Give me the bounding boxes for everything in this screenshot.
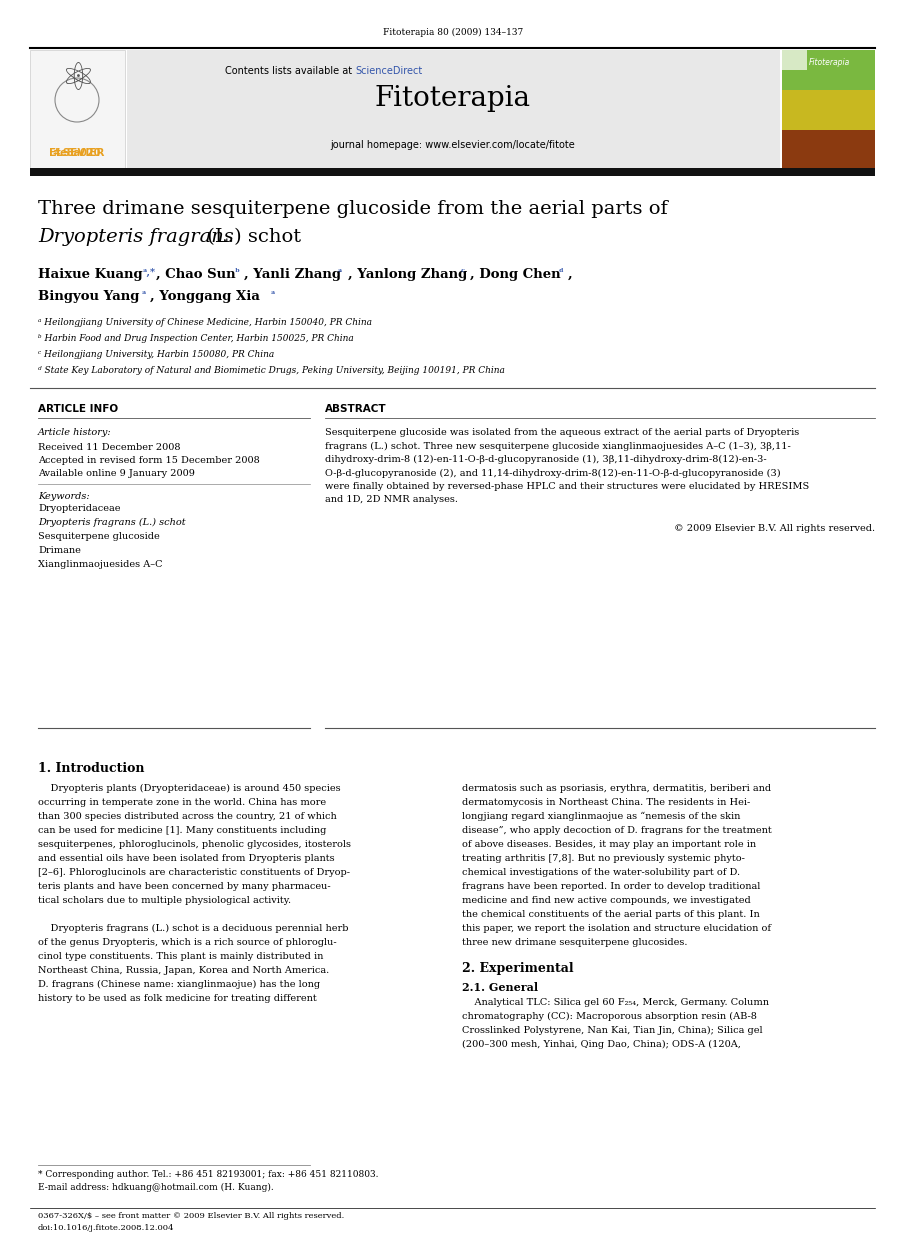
Text: than 300 species distributed across the country, 21 of which: than 300 species distributed across the … [38,811,336,821]
Text: cinol type constituents. This plant is mainly distributed in: cinol type constituents. This plant is m… [38,952,324,961]
Text: three new drimane sesquiterpene glucosides.: three new drimane sesquiterpene glucosid… [462,938,688,948]
Text: the chemical constituents of the aerial parts of this plant. In: the chemical constituents of the aerial … [462,910,760,919]
Text: longjiang regard xianglinmaojue as “nemesis of the skin: longjiang regard xianglinmaojue as “neme… [462,811,740,821]
Text: ARTICLE INFO: ARTICLE INFO [38,404,118,414]
Text: Dryopteris fragrans (L.) schot is a deciduous perennial herb: Dryopteris fragrans (L.) schot is a deci… [38,924,348,933]
Text: [2–6]. Phloroglucinols are characteristic constituents of Dryop-: [2–6]. Phloroglucinols are characteristi… [38,868,350,877]
Text: doi:10.1016/j.fitote.2008.12.004: doi:10.1016/j.fitote.2008.12.004 [38,1223,174,1232]
Text: were finally obtained by reversed-phase HPLC and their structures were elucidate: were finally obtained by reversed-phase … [325,482,809,491]
Text: ᵈ: ᵈ [559,268,564,277]
Text: dermatomycosis in Northeast China. The residents in Hei-: dermatomycosis in Northeast China. The r… [462,798,750,807]
Text: Dryopteris plants (Dryopteridaceae) is around 450 species: Dryopteris plants (Dryopteridaceae) is a… [38,784,341,793]
Text: journal homepage: www.elsevier.com/locate/fitote: journal homepage: www.elsevier.com/locat… [331,140,575,150]
Text: of the genus Dryopteris, which is a rich source of phloroglu-: of the genus Dryopteris, which is a rich… [38,938,336,948]
Text: Haixue Kuang: Haixue Kuang [38,268,142,281]
Text: and 1D, 2D NMR analyses.: and 1D, 2D NMR analyses. [325,496,458,505]
Text: #e8a020: #e8a020 [53,148,102,158]
Text: Accepted in revised form 15 December 2008: Accepted in revised form 15 December 200… [38,456,259,465]
Text: Available online 9 January 2009: Available online 9 January 2009 [38,469,195,477]
Text: disease”, who apply decoction of D. fragrans for the treatment: disease”, who apply decoction of D. frag… [462,826,772,835]
Text: Drimane: Drimane [38,546,81,555]
Text: 2. Experimental: 2. Experimental [462,962,573,975]
Text: ᵈ State Key Laboratory of Natural and Biomimetic Drugs, Peking University, Beiji: ᵈ State Key Laboratory of Natural and Bi… [38,366,505,375]
Text: ,: , [568,268,572,281]
Text: Fitoterapia 80 (2009) 134–137: Fitoterapia 80 (2009) 134–137 [384,28,523,37]
Bar [782,130,875,168]
Text: D. fragrans (Chinese name: xianglinmaojue) has the long: D. fragrans (Chinese name: xianglinmaoju… [38,980,320,990]
Text: * Corresponding author. Tel.: +86 451 82193001; fax: +86 451 82110803.: * Corresponding author. Tel.: +86 451 82… [38,1170,378,1179]
Bar [782,49,807,71]
Text: 1. Introduction: 1. Introduction [38,762,144,776]
Bar [782,49,875,168]
Bar [782,90,875,130]
Text: ELSEVIER: ELSEVIER [49,148,104,158]
Bar [782,49,875,90]
Text: Analytical TLC: Silica gel 60 F₂₅₄, Merck, Germany. Column: Analytical TLC: Silica gel 60 F₂₅₄, Merc… [462,998,769,1007]
Text: chemical investigations of the water-solubility part of D.: chemical investigations of the water-sol… [462,868,740,877]
Text: , Yanlong Zhang: , Yanlong Zhang [348,268,467,281]
Text: Fitoterapia: Fitoterapia [375,85,531,113]
Text: , Chao Sun: , Chao Sun [156,268,236,281]
Text: Bingyou Yang: Bingyou Yang [38,289,140,303]
Text: ᵃ: ᵃ [338,268,343,277]
Text: Dryopteridaceae: Dryopteridaceae [38,503,121,513]
Text: Received 11 December 2008: Received 11 December 2008 [38,443,180,452]
Text: Sesquiterpene glucoside was isolated from the aqueous extract of the aerial part: Sesquiterpene glucoside was isolated fro… [325,428,799,437]
Text: treating arthritis [7,8]. But no previously systemic phyto-: treating arthritis [7,8]. But no previou… [462,854,745,863]
Text: Fitoterapia: Fitoterapia [808,58,850,67]
Text: of above diseases. Besides, it may play an important role in: of above diseases. Besides, it may play … [462,840,756,849]
Text: fragrans (L.) schot. Three new sesquiterpene glucoside xianglinmaojuesides A–C (: fragrans (L.) schot. Three new sesquiter… [325,442,791,450]
Text: Dryopteris fragrans: Dryopteris fragrans [38,228,234,246]
Text: this paper, we report the isolation and structure elucidation of: this paper, we report the isolation and … [462,924,771,933]
Text: Article history:: Article history: [38,428,112,437]
Text: (L.) schot: (L.) schot [201,228,301,246]
Text: ᶜ Heilongjiang University, Harbin 150080, PR China: ᶜ Heilongjiang University, Harbin 150080… [38,350,274,359]
Text: and essential oils have been isolated from Dryopteris plants: and essential oils have been isolated fr… [38,854,335,863]
Bar [127,49,780,168]
Text: sesquiterpenes, phloroglucinols, phenolic glycosides, itosterols: sesquiterpenes, phloroglucinols, phenoli… [38,840,351,849]
Text: teris plants and have been concerned by many pharmaceu-: teris plants and have been concerned by … [38,882,331,891]
Text: Keywords:: Keywords: [38,492,90,501]
Text: E-mail address: hdkuang@hotmail.com (H. Kuang).: E-mail address: hdkuang@hotmail.com (H. … [38,1183,274,1192]
Text: Northeast China, Russia, Japan, Korea and North America.: Northeast China, Russia, Japan, Korea an… [38,966,329,975]
Text: dihydroxy-drim-8 (12)-en-11-O-β-d-glucopyranoside (1), 3β,11-dihydroxy-drim-8(12: dihydroxy-drim-8 (12)-en-11-O-β-d-glucop… [325,455,766,464]
Text: Xianglinmaojuesides A–C: Xianglinmaojuesides A–C [38,560,162,569]
Text: ᵃ Heilongjiang University of Chinese Medicine, Harbin 150040, PR China: ᵃ Heilongjiang University of Chinese Med… [38,318,372,327]
Text: Sesquiterpene glucoside: Sesquiterpene glucoside [38,532,160,541]
Text: (200–300 mesh, Yinhai, Qing Dao, China); ODS-A (120A,: (200–300 mesh, Yinhai, Qing Dao, China);… [462,1040,741,1049]
Text: ᵃ,*: ᵃ,* [143,268,156,277]
Text: 0367-326X/$ – see front matter © 2009 Elsevier B.V. All rights reserved.: 0367-326X/$ – see front matter © 2009 El… [38,1212,345,1220]
Text: ScienceDirect: ScienceDirect [355,66,423,75]
Text: can be used for medicine [1]. Many constituents including: can be used for medicine [1]. Many const… [38,826,327,835]
Text: medicine and find new active compounds, we investigated: medicine and find new active compounds, … [462,896,751,905]
Text: , Yanli Zhang: , Yanli Zhang [244,268,341,281]
Text: ᵃ: ᵃ [271,289,276,299]
Bar [30,49,125,168]
Text: chromatography (CC): Macroporous absorption resin (AB-8: chromatography (CC): Macroporous absorpt… [462,1012,756,1021]
Text: 2.1. General: 2.1. General [462,982,538,993]
Text: , Dong Chen: , Dong Chen [470,268,561,281]
Text: Crosslinked Polystyrene, Nan Kai, Tian Jin, China); Silica gel: Crosslinked Polystyrene, Nan Kai, Tian J… [462,1025,763,1035]
Bar [30,168,875,176]
Text: O-β-d-glucopyranoside (2), and 11,14-dihydroxy-drim-8(12)-en-11-O-β-d-glucopyran: O-β-d-glucopyranoside (2), and 11,14-dih… [325,469,781,477]
Text: ABSTRACT: ABSTRACT [325,404,386,414]
Text: Dryopteris fragrans (L.) schot: Dryopteris fragrans (L.) schot [38,518,186,527]
Text: , Yonggang Xia: , Yonggang Xia [150,289,260,303]
Text: tical scholars due to multiple physiological activity.: tical scholars due to multiple physiolog… [38,896,291,905]
Text: fragrans have been reported. In order to develop traditional: fragrans have been reported. In order to… [462,882,760,891]
Text: occurring in temperate zone in the world. China has more: occurring in temperate zone in the world… [38,798,327,807]
Text: ᵃ: ᵃ [142,289,147,299]
Text: ᵇ Harbin Food and Drug Inspection Center, Harbin 150025, PR China: ᵇ Harbin Food and Drug Inspection Center… [38,334,354,343]
Text: © 2009 Elsevier B.V. All rights reserved.: © 2009 Elsevier B.V. All rights reserved… [674,524,875,533]
Text: history to be used as folk medicine for treating different: history to be used as folk medicine for … [38,995,317,1003]
Text: ᶜ: ᶜ [461,268,465,277]
Text: Contents lists available at: Contents lists available at [225,66,355,75]
Text: Three drimane sesquiterpene glucoside from the aerial parts of: Three drimane sesquiterpene glucoside fr… [38,200,668,218]
Text: dermatosis such as psoriasis, erythra, dermatitis, beriberi and: dermatosis such as psoriasis, erythra, d… [462,784,771,793]
Text: ⚛: ⚛ [60,61,94,98]
Text: ᵇ: ᵇ [235,268,239,277]
